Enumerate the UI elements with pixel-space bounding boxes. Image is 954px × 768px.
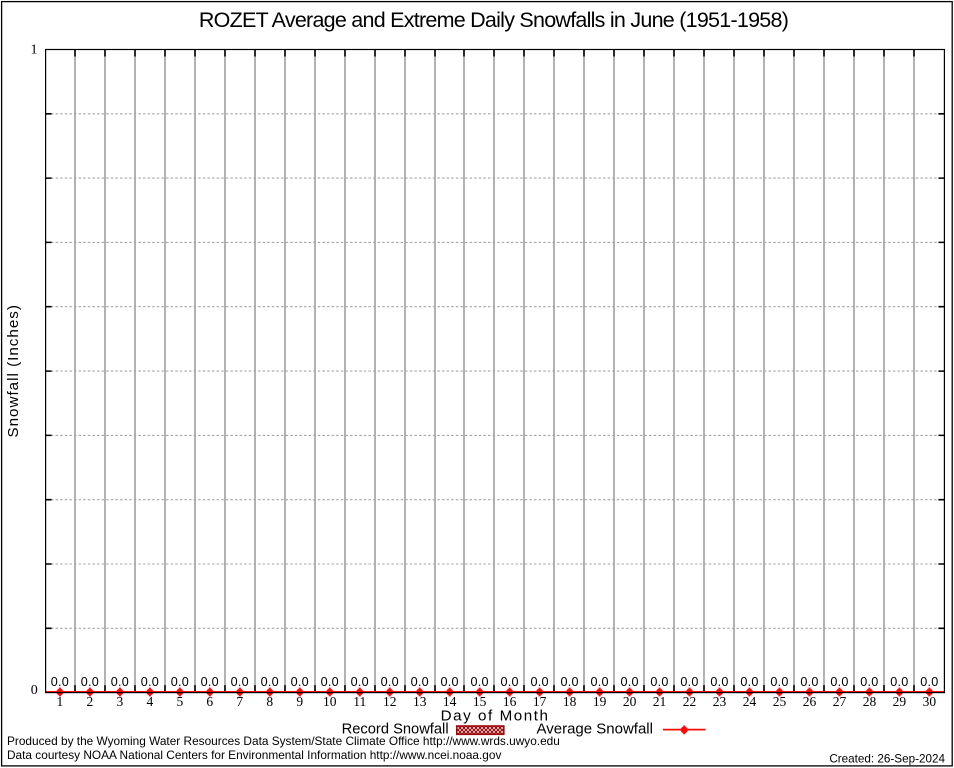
svg-text:24: 24: [743, 694, 757, 709]
svg-text:0.0: 0.0: [231, 675, 249, 689]
svg-text:19: 19: [593, 694, 607, 709]
svg-text:Record Snowfall: Record Snowfall: [342, 722, 449, 738]
svg-text:0.0: 0.0: [740, 675, 758, 689]
svg-text:12: 12: [383, 694, 397, 709]
svg-text:0.0: 0.0: [920, 675, 938, 689]
svg-text:Average Snowfall: Average Snowfall: [537, 721, 653, 738]
svg-text:16: 16: [503, 694, 517, 709]
svg-text:0.0: 0.0: [321, 675, 339, 689]
svg-text:0.0: 0.0: [860, 675, 878, 689]
svg-text:ROZET Average and Extreme Dail: ROZET Average and Extreme Daily Snowfall…: [199, 8, 788, 32]
svg-text:20: 20: [623, 694, 637, 709]
svg-text:28: 28: [863, 694, 877, 709]
svg-text:9: 9: [296, 694, 303, 709]
svg-text:30: 30: [923, 694, 937, 709]
svg-text:21: 21: [653, 694, 667, 709]
svg-text:0.0: 0.0: [590, 675, 608, 689]
svg-text:0.0: 0.0: [201, 675, 219, 689]
svg-text:27: 27: [833, 694, 847, 709]
svg-text:0.0: 0.0: [830, 675, 848, 689]
svg-text:29: 29: [893, 694, 907, 709]
svg-text:Data courtesy NOAA National Ce: Data courtesy NOAA National Centers for …: [7, 748, 501, 762]
svg-text:Snowfall (Inches): Snowfall (Inches): [5, 304, 22, 438]
svg-text:15: 15: [473, 694, 487, 709]
svg-text:0.0: 0.0: [81, 675, 99, 689]
svg-text:Produced by the Wyoming Water: Produced by the Wyoming Water Resources …: [7, 734, 560, 748]
svg-text:0.0: 0.0: [560, 675, 578, 689]
svg-text:18: 18: [563, 694, 577, 709]
svg-text:0.0: 0.0: [171, 675, 189, 689]
svg-text:0.0: 0.0: [800, 675, 818, 689]
svg-text:11: 11: [353, 694, 366, 709]
svg-text:26: 26: [803, 694, 817, 709]
svg-text:10: 10: [323, 694, 337, 709]
svg-text:0.0: 0.0: [411, 675, 429, 689]
svg-text:Day of Month: Day of Month: [441, 707, 550, 724]
svg-text:1: 1: [31, 43, 38, 58]
svg-text:17: 17: [533, 694, 547, 709]
svg-text:0.0: 0.0: [501, 675, 519, 689]
svg-text:0.0: 0.0: [111, 675, 129, 689]
svg-text:0.0: 0.0: [381, 675, 399, 689]
svg-text:0.0: 0.0: [351, 675, 369, 689]
svg-text:8: 8: [266, 694, 273, 709]
svg-text:6: 6: [206, 694, 213, 709]
svg-text:0.0: 0.0: [680, 675, 698, 689]
svg-text:0.0: 0.0: [291, 675, 309, 689]
svg-text:4: 4: [146, 694, 153, 709]
svg-text:14: 14: [443, 694, 457, 709]
svg-text:0.0: 0.0: [261, 675, 279, 689]
svg-text:2: 2: [87, 694, 94, 709]
svg-text:13: 13: [413, 694, 427, 709]
svg-text:0.0: 0.0: [441, 675, 459, 689]
svg-text:0.0: 0.0: [710, 675, 728, 689]
svg-text:23: 23: [713, 694, 727, 709]
svg-text:0.0: 0.0: [471, 675, 489, 689]
svg-text:0.0: 0.0: [51, 675, 69, 689]
svg-text:Created: 26-Sep-2024: Created: 26-Sep-2024: [829, 753, 945, 766]
svg-text:0.0: 0.0: [890, 675, 908, 689]
svg-text:1: 1: [57, 694, 64, 709]
svg-text:0.0: 0.0: [650, 675, 668, 689]
svg-text:3: 3: [116, 694, 123, 709]
svg-text:25: 25: [773, 694, 787, 709]
svg-text:0.0: 0.0: [141, 675, 159, 689]
svg-text:0.0: 0.0: [620, 675, 638, 689]
svg-text:5: 5: [176, 694, 183, 709]
svg-text:22: 22: [683, 694, 697, 709]
svg-text:0.0: 0.0: [770, 675, 788, 689]
svg-text:0: 0: [31, 683, 38, 698]
svg-text:7: 7: [236, 694, 243, 709]
svg-text:0.0: 0.0: [530, 675, 548, 689]
